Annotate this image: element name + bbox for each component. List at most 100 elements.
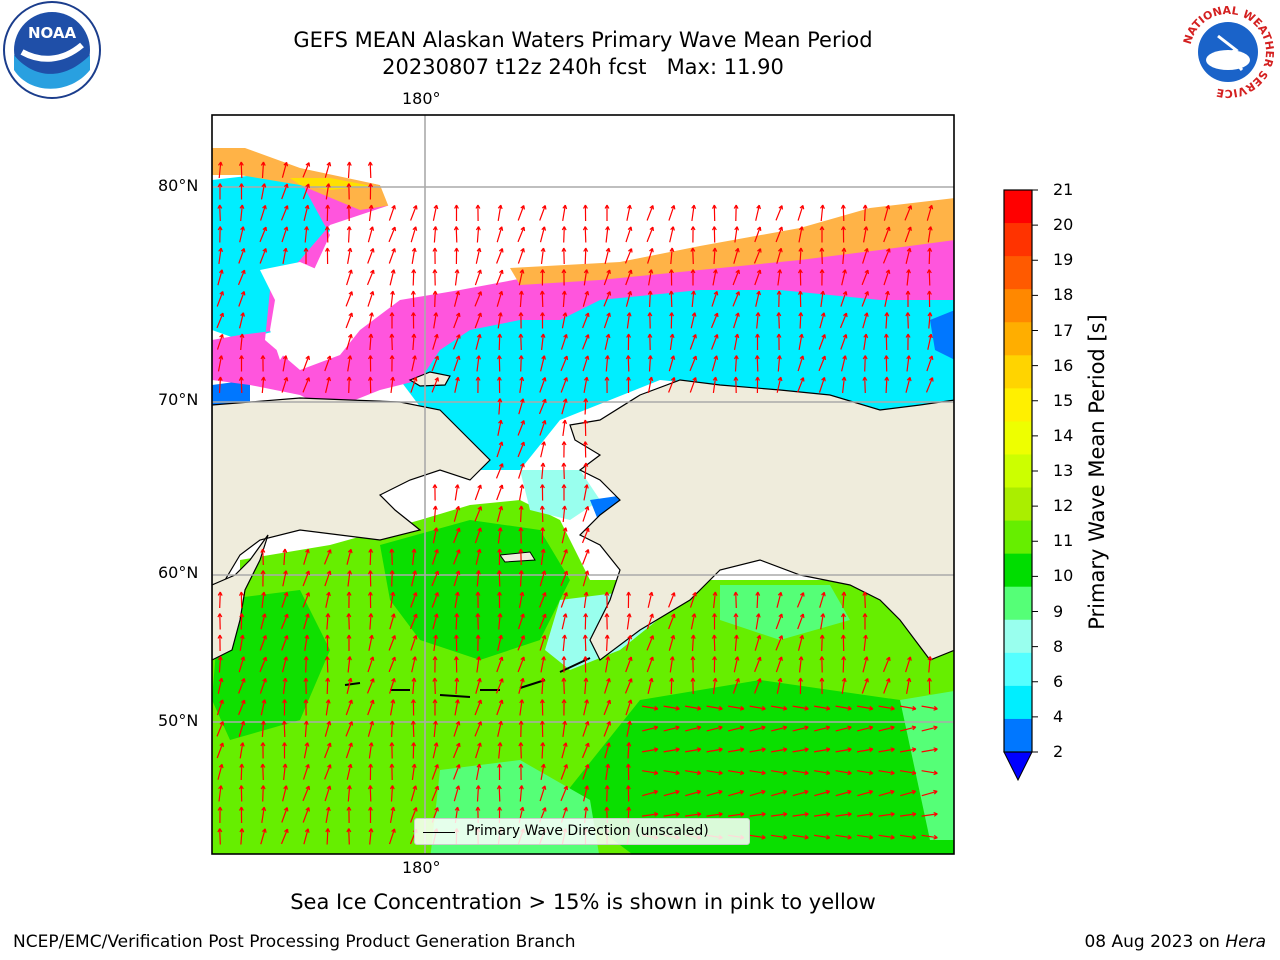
wave-arrow bbox=[582, 419, 588, 437]
wave-arrow bbox=[583, 699, 589, 716]
wave-arrow bbox=[433, 634, 439, 651]
wave-arrow bbox=[239, 763, 245, 781]
wave-arrow bbox=[878, 747, 895, 753]
wave-arrow bbox=[388, 204, 396, 221]
wave-arrow bbox=[690, 656, 696, 673]
wave-arrow bbox=[325, 677, 331, 695]
wave-arrow bbox=[475, 247, 482, 264]
wave-arrow bbox=[728, 725, 745, 732]
wave-arrow bbox=[862, 355, 868, 372]
wave-arrow bbox=[475, 742, 482, 759]
wave-arrow bbox=[668, 290, 674, 308]
wave-arrow bbox=[711, 226, 717, 243]
wave-arrow bbox=[366, 678, 375, 694]
footer-credit: NCEP/EMC/Verification Post Processing Pr… bbox=[13, 932, 576, 952]
wave-arrow bbox=[217, 828, 223, 845]
wave-arrow bbox=[926, 290, 932, 308]
wave-arrow bbox=[452, 334, 461, 350]
wave-arrow bbox=[390, 699, 396, 716]
wave-arrow bbox=[282, 677, 288, 694]
wave-arrow bbox=[625, 269, 633, 286]
wave-arrow bbox=[431, 570, 440, 587]
wave-arrow bbox=[238, 161, 244, 179]
wave-arrow bbox=[411, 355, 417, 372]
wave-arrow bbox=[883, 226, 891, 243]
wave-arrow bbox=[282, 763, 288, 781]
wave-arrow bbox=[238, 699, 246, 716]
wave-arrow bbox=[474, 484, 482, 501]
wave-arrow bbox=[835, 725, 852, 732]
wave-arrow bbox=[388, 248, 396, 264]
wave-arrow bbox=[345, 291, 353, 307]
wave-arrow bbox=[496, 269, 504, 286]
wave-arrow bbox=[217, 806, 223, 824]
wave-arrow bbox=[347, 570, 353, 587]
wave-arrow bbox=[454, 677, 460, 695]
wave-arrow bbox=[517, 613, 525, 630]
light-green-patch bbox=[720, 585, 850, 640]
wave-arrow bbox=[560, 355, 569, 372]
wave-arrow bbox=[641, 747, 659, 753]
wave-arrow bbox=[282, 742, 287, 759]
colorbar-segment bbox=[1004, 388, 1032, 422]
wave-arrow bbox=[728, 789, 745, 797]
wave-arrow bbox=[792, 811, 809, 817]
wave-arrow bbox=[411, 742, 417, 759]
wave-arrow bbox=[642, 725, 659, 732]
wave-arrow bbox=[561, 398, 568, 415]
wave-arrow bbox=[776, 376, 783, 393]
wave-arrow bbox=[410, 312, 416, 329]
wave-arrow bbox=[771, 834, 788, 840]
wave-arrow bbox=[281, 635, 289, 651]
wave-arrow bbox=[624, 248, 633, 264]
wave-arrow bbox=[775, 613, 783, 630]
wave-arrow bbox=[840, 226, 846, 243]
wave-arrow bbox=[216, 742, 224, 759]
wave-arrow bbox=[410, 807, 418, 823]
wave-arrow bbox=[663, 770, 680, 776]
wave-arrow bbox=[835, 811, 852, 817]
wave-arrow bbox=[561, 247, 567, 265]
wave-arrow bbox=[389, 355, 395, 372]
wave-arrow bbox=[302, 570, 310, 587]
wave-arrow bbox=[453, 505, 461, 522]
wave-arrow bbox=[540, 527, 546, 544]
wave-arrow bbox=[814, 789, 831, 797]
wave-arrow bbox=[712, 591, 718, 609]
wave-arrow bbox=[474, 721, 482, 737]
wave-arrow bbox=[519, 376, 525, 393]
wave-arrow bbox=[368, 613, 374, 630]
wave-arrow bbox=[216, 312, 224, 329]
wave-arrow bbox=[927, 247, 933, 265]
wave-arrow bbox=[346, 204, 352, 222]
wave-arrow bbox=[626, 204, 632, 221]
wave-arrow bbox=[496, 505, 504, 522]
wave-arrow bbox=[411, 570, 417, 587]
wave-arrow bbox=[324, 785, 332, 802]
wave-arrow bbox=[583, 591, 589, 608]
wave-arrow bbox=[884, 290, 890, 307]
wave-arrow bbox=[857, 811, 874, 817]
wave-arrow bbox=[835, 789, 852, 797]
wave-arrow bbox=[841, 677, 847, 694]
wave-arrow bbox=[625, 634, 633, 651]
wave-arrow bbox=[540, 269, 546, 286]
wave-arrow bbox=[646, 613, 654, 630]
wave-arrow bbox=[476, 355, 482, 372]
wave-arrow bbox=[390, 591, 396, 608]
wave-arrow bbox=[712, 376, 718, 393]
ice-nodata bbox=[300, 305, 340, 350]
wave-arrow bbox=[238, 376, 244, 394]
wave-arrow bbox=[239, 828, 245, 845]
wave-arrow bbox=[884, 376, 890, 394]
wave-arrow bbox=[582, 334, 590, 350]
wave-arrow bbox=[388, 828, 396, 845]
legend-label: Primary Wave Direction (unscaled) bbox=[466, 823, 709, 839]
wave-arrow bbox=[238, 656, 246, 673]
wave-arrow bbox=[647, 591, 654, 608]
wave-arrow bbox=[217, 183, 223, 200]
wave-arrow bbox=[690, 613, 697, 630]
wave-arrow bbox=[539, 419, 547, 436]
wave-arrow bbox=[770, 747, 788, 753]
wave-arrow bbox=[625, 656, 633, 673]
